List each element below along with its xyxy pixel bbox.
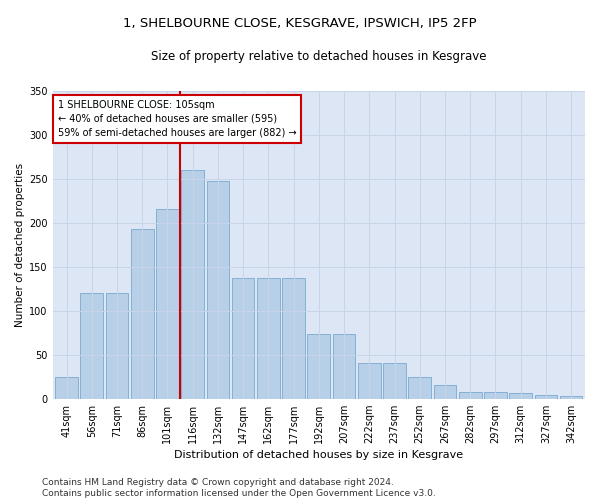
Bar [509, 394, 532, 398]
Bar [282, 278, 305, 398]
Bar [535, 395, 557, 398]
Bar [484, 392, 507, 398]
Text: 1 SHELBOURNE CLOSE: 105sqm
← 40% of detached houses are smaller (595)
59% of sem: 1 SHELBOURNE CLOSE: 105sqm ← 40% of deta… [58, 100, 296, 138]
Text: 1, SHELBOURNE CLOSE, KESGRAVE, IPSWICH, IP5 2FP: 1, SHELBOURNE CLOSE, KESGRAVE, IPSWICH, … [123, 18, 477, 30]
Y-axis label: Number of detached properties: Number of detached properties [15, 162, 25, 326]
Bar [459, 392, 482, 398]
Bar [131, 229, 154, 398]
Bar [383, 364, 406, 398]
Bar [80, 293, 103, 399]
Bar [333, 334, 355, 398]
Title: Size of property relative to detached houses in Kesgrave: Size of property relative to detached ho… [151, 50, 487, 63]
Bar [257, 278, 280, 398]
Bar [307, 334, 330, 398]
Bar [181, 170, 204, 398]
Bar [156, 210, 179, 398]
X-axis label: Distribution of detached houses by size in Kesgrave: Distribution of detached houses by size … [174, 450, 463, 460]
Text: Contains HM Land Registry data © Crown copyright and database right 2024.
Contai: Contains HM Land Registry data © Crown c… [42, 478, 436, 498]
Bar [106, 293, 128, 399]
Bar [560, 396, 583, 398]
Bar [55, 376, 78, 398]
Bar [434, 386, 457, 398]
Bar [358, 364, 380, 398]
Bar [232, 278, 254, 398]
Bar [206, 181, 229, 398]
Bar [409, 376, 431, 398]
